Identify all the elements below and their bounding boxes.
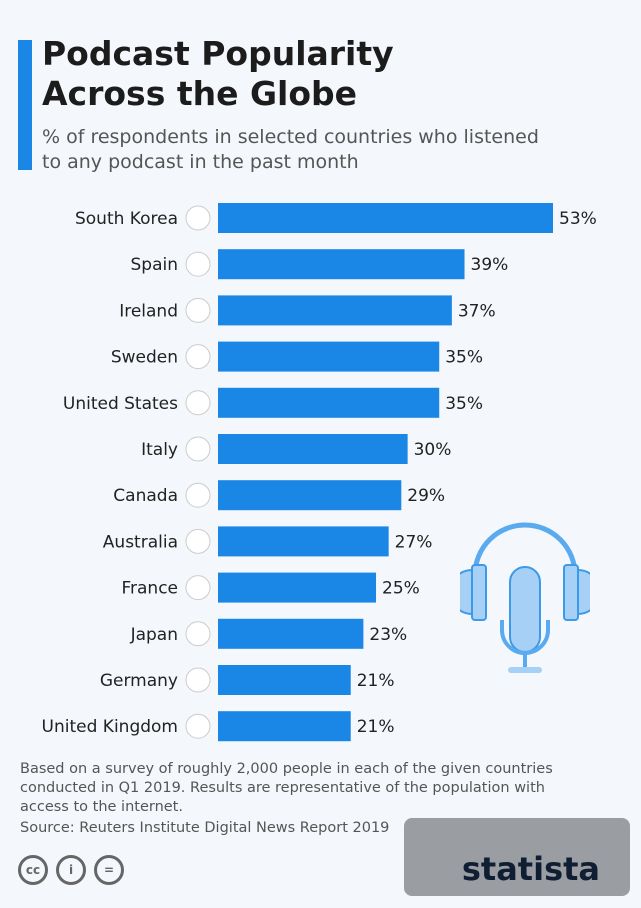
bar — [218, 711, 351, 742]
data-label: 21% — [357, 671, 395, 691]
category-label: Japan — [130, 625, 178, 645]
bar — [218, 480, 402, 511]
flag-icon — [185, 713, 211, 739]
flag-icon — [185, 621, 211, 647]
category-label: Spain — [131, 255, 179, 275]
category-label: South Korea — [75, 209, 178, 229]
data-label: 23% — [369, 625, 407, 645]
category-label: Ireland — [119, 301, 178, 321]
bar — [218, 618, 364, 649]
bar — [218, 249, 465, 280]
source-text: Source: Reuters Institute Digital News R… — [20, 820, 390, 836]
category-label: United Kingdom — [42, 717, 178, 737]
flag-icon — [185, 344, 211, 370]
bar — [218, 203, 553, 233]
category-label: France — [121, 579, 178, 599]
chart-title: Podcast Popularity Across the Globe — [42, 34, 394, 113]
by-icon[interactable]: i — [56, 855, 86, 885]
bar-chart: South Korea 53% Spain 39% Ireland 37% Sweden 35… — [42, 203, 597, 742]
data-label: 35% — [445, 348, 483, 368]
category-label: United States — [63, 394, 178, 414]
flag-icon — [185, 436, 211, 462]
title-accent-bar — [18, 40, 32, 170]
category-label: Sweden — [111, 348, 178, 368]
data-label: 29% — [407, 486, 445, 506]
data-label: 21% — [357, 717, 395, 737]
category-label: Germany — [100, 671, 178, 691]
license-icons: cc i = — [18, 855, 124, 885]
bar — [218, 526, 389, 557]
flag-icon — [185, 575, 211, 601]
bar — [218, 434, 408, 464]
data-label: 35% — [445, 394, 483, 414]
category-label: Italy — [141, 440, 178, 460]
data-label: 25% — [382, 579, 420, 599]
flag-icon — [185, 251, 211, 277]
category-label: Canada — [113, 486, 178, 506]
cc-icon[interactable]: cc — [18, 855, 48, 885]
bar — [218, 572, 377, 603]
flag-icon — [185, 205, 211, 231]
data-label: 30% — [414, 440, 452, 460]
flag-icon — [185, 390, 211, 416]
footnote: Based on a survey of roughly 2,000 peopl… — [20, 761, 553, 815]
chart-subtitle: % of respondents in selected countries w… — [42, 126, 539, 173]
flag-icon — [185, 297, 211, 323]
headphones-microphone-icon — [460, 522, 590, 673]
flag-icon — [185, 667, 211, 693]
logo-text: statista — [461, 850, 600, 888]
bar — [218, 665, 351, 695]
bar — [218, 341, 440, 372]
flag-icon — [185, 482, 211, 508]
bar — [218, 387, 440, 418]
flag-icon — [185, 528, 211, 554]
category-label: Australia — [103, 532, 178, 552]
data-label: 39% — [471, 255, 509, 275]
statista-logo[interactable]: statista — [404, 818, 630, 896]
data-label: 37% — [458, 301, 496, 321]
data-label: 27% — [395, 532, 433, 552]
bar — [218, 295, 452, 326]
data-label: 53% — [559, 209, 597, 229]
nd-icon[interactable]: = — [94, 855, 124, 885]
